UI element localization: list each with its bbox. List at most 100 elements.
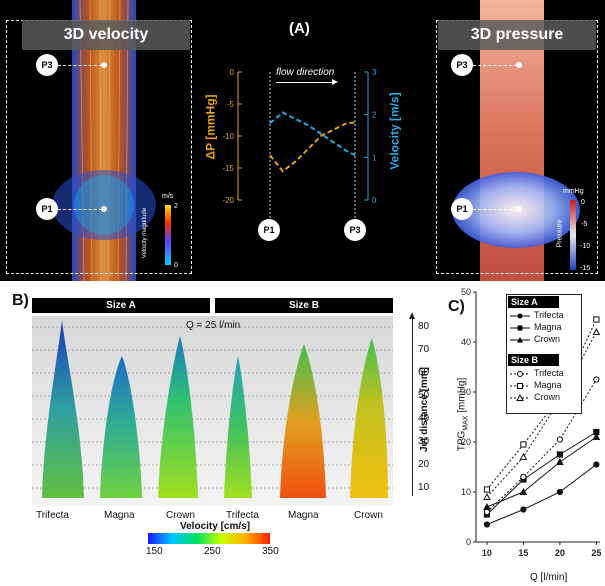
pressure-title: 3D pressure [438, 20, 596, 50]
y-tick-label: 40 [461, 337, 471, 347]
point-size-b-crown [483, 492, 491, 500]
pressure-cb-tick-0: 0 [581, 199, 585, 206]
point-size-a-crown [592, 432, 601, 440]
y-tick-label: 0 [466, 537, 471, 547]
jet-shape-b-crown [350, 338, 388, 498]
jet-tick-20: 20 [418, 459, 430, 470]
legend-b-trifecta: Trifecta [534, 368, 564, 378]
valve-label-b-crown: Crown [354, 510, 383, 521]
legend-b-crown: Crown [534, 392, 561, 402]
point-size-a-trifecta [593, 461, 600, 468]
jet-tick-80: 80 [418, 321, 430, 332]
legend-sym-a-trifecta [517, 313, 523, 319]
panel-a: 3D velocity P3 P1 m/s 2 0 Velocity magni… [0, 0, 605, 282]
velocity-frame [6, 20, 192, 274]
p3-axis-marker: P3 [344, 219, 366, 241]
flow-direction-label: flow direction [276, 67, 335, 78]
p3-marker-right: P3 [451, 54, 473, 76]
p1-point-right [516, 206, 522, 212]
legend-symbols [510, 313, 530, 401]
legend-b-magna: Magna [534, 380, 562, 390]
y-tick-label: 50 [461, 287, 471, 297]
pressure-cb-tick-1: -5 [581, 221, 588, 228]
valve-label-b-trifecta: Trifecta [226, 510, 259, 521]
jet-plot-area [32, 316, 393, 506]
p1-leader-right [473, 209, 517, 210]
series-line-size-a-crown [486, 436, 597, 508]
legend-sym-b-magna [517, 383, 523, 389]
x-tick-label: 15 [518, 548, 528, 558]
p1-marker-right: P1 [451, 198, 473, 220]
point-size-b-trifecta [593, 376, 600, 383]
velocity-cb-min: 0 [174, 262, 178, 269]
y-left-tick-label: -10 [222, 132, 234, 141]
jet-shape-a-crown [158, 336, 198, 498]
flow-rate-note: Q = 25 l/min [186, 320, 241, 331]
tpg-ylabel-sub: MAX [462, 415, 470, 431]
point-size-a-magna [556, 451, 563, 458]
p3-point-right [516, 62, 522, 68]
legend-a-trifecta: Trifecta [534, 310, 564, 320]
point-size-b-magna [483, 486, 491, 493]
legend-sym-a-magna [517, 325, 523, 331]
p1-axis-marker: P1 [258, 219, 280, 241]
pressure-unit: mmHg [563, 188, 584, 195]
point-size-b-trifecta [520, 473, 527, 481]
jet-plot-svg [32, 320, 393, 498]
size-a-header: Size A [32, 298, 210, 313]
y-right-tick-label: 1 [372, 153, 377, 162]
p1-marker-left: P1 [36, 198, 58, 220]
panel-c-label: C) [448, 298, 465, 315]
x-tick-label: 10 [482, 548, 492, 558]
y-tick-label: 30 [461, 387, 471, 397]
velocity-title: 3D velocity [22, 20, 190, 50]
p3-marker-left: P3 [36, 54, 58, 76]
size-b-header: Size B [215, 298, 393, 313]
jet-tick-10: 10 [418, 482, 430, 493]
velocity-cb-label: Velocity magnitude [142, 207, 149, 259]
legend-sym-b-trifecta [517, 371, 523, 377]
pressure-cb-tick-2: -10 [580, 243, 591, 250]
point-size-a-crown [483, 502, 491, 510]
jet-axis-line [412, 318, 413, 496]
velocity-cb-tick-250: 250 [204, 546, 221, 557]
valve-label-a-crown: Crown [166, 510, 195, 521]
point-size-b-crown [519, 452, 528, 460]
series-line-pressure [269, 121, 356, 173]
jet-shape-a-magna [100, 356, 142, 498]
legend-size-b-title: Size B [508, 354, 559, 366]
p1-point-left [101, 206, 107, 212]
p3-leader-right [473, 65, 517, 66]
p1-leader-left [58, 209, 102, 210]
y-tick-label: 20 [461, 437, 471, 447]
y-right-tick-label: 3 [372, 68, 377, 77]
point-size-a-trifecta [483, 521, 491, 528]
jet-tick-30: 30 [418, 436, 430, 447]
y-right-tick-label: 0 [372, 196, 377, 205]
tpg-ylabel-main: TPG [456, 430, 468, 452]
x-tick-label: 20 [555, 548, 565, 558]
velocity-cb-max: 2 [174, 203, 178, 210]
point-size-b-magna [520, 441, 527, 448]
legend-a-crown: Crown [534, 334, 561, 344]
legend-a-magna: Magna [534, 322, 562, 332]
flow-direction-arrow [276, 82, 334, 83]
y-left-tick-label: -20 [222, 196, 234, 205]
legend-size-a-title: Size A [508, 296, 559, 308]
velocity-cb-tick-150: 150 [146, 546, 163, 557]
y-right-axis-label: Velocity [m/s] [387, 92, 402, 170]
jet-axis-label: Jet distance [mm] [419, 366, 431, 453]
valve-label-a-magna: Magna [104, 510, 135, 521]
velocity-cb-tick-350: 350 [262, 546, 279, 557]
pressure-velocity-chart: 0 -5 -10 -15 -20 3 2 1 0 [222, 68, 377, 218]
point-size-a-crown [519, 487, 528, 495]
panel-a-label: (A) [289, 20, 310, 37]
point-size-b-magna [593, 316, 600, 323]
jet-shape-b-trifecta [224, 356, 252, 498]
pressure-cb-tick-3: -15 [580, 265, 591, 272]
point-size-a-crown [556, 457, 564, 465]
jet-shape-a-trifecta [42, 320, 84, 498]
jet-tick-50: 50 [418, 390, 430, 401]
series-line-velocity [269, 111, 356, 157]
velocity-colorbar [148, 533, 270, 544]
